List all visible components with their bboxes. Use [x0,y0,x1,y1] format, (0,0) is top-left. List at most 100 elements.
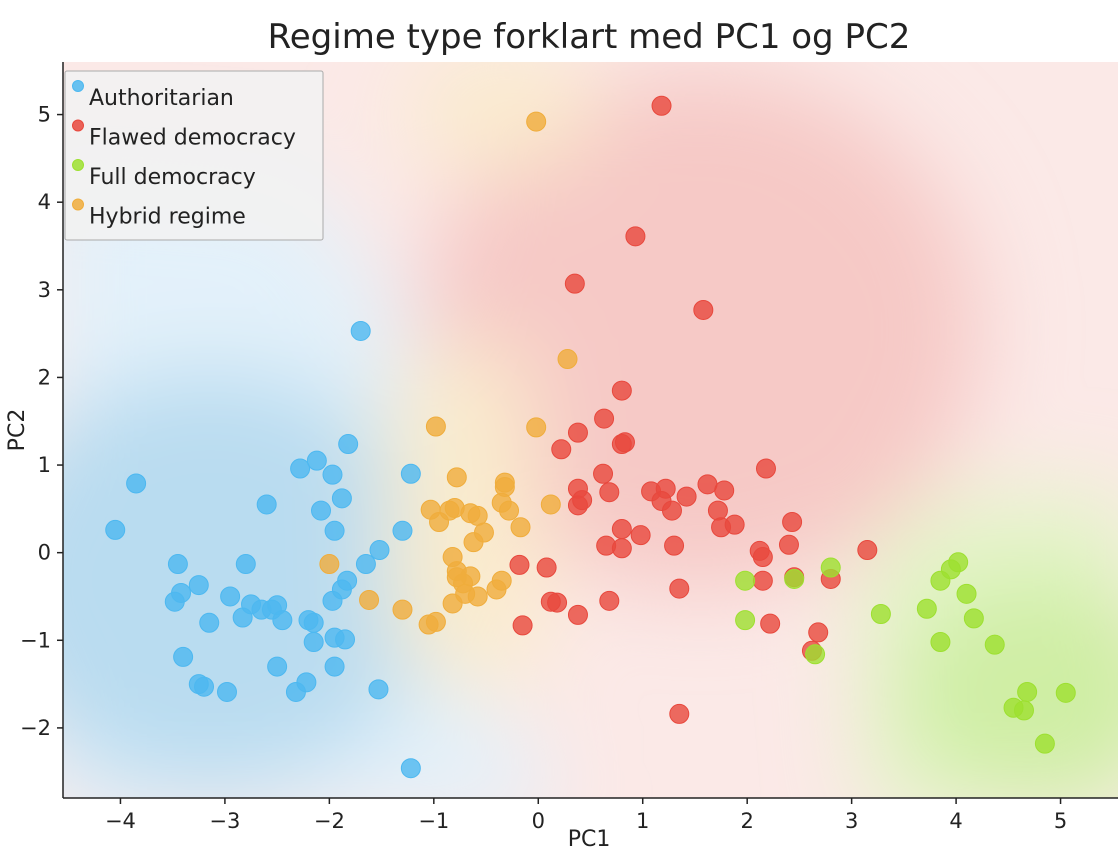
point-hybrid-regime [425,416,446,437]
x-tick-label: 1 [636,809,649,833]
point-flawed-democracy [614,432,635,453]
point-hybrid-regime [319,554,340,575]
point-full-democracy [735,570,756,591]
point-flawed-democracy [564,273,585,294]
legend-marker [72,119,84,132]
point-full-democracy [805,644,826,665]
point-flawed-democracy [697,474,718,495]
point-flawed-democracy [669,703,690,724]
point-hybrid-regime [526,111,547,132]
point-flawed-democracy [599,590,620,611]
point-hybrid-regime [557,349,578,370]
x-tick-label: 5 [1054,809,1067,833]
point-flawed-democracy [593,463,614,484]
point-hybrid-regime [526,417,547,438]
point-hybrid-regime [392,599,413,620]
point-flawed-democracy [676,486,697,507]
point-flawed-democracy [651,95,672,116]
point-authoritarian [296,672,317,693]
point-authoritarian [303,612,324,633]
point-hybrid-regime [425,611,446,632]
chart-title: Regime type forklart med PC1 og PC2 [268,17,911,57]
point-flawed-democracy [551,439,572,460]
point-authoritarian [303,632,324,653]
point-authoritarian [335,629,356,650]
point-full-democracy [735,610,756,631]
point-hybrid-regime [467,505,488,526]
point-full-democracy [820,557,841,578]
point-authoritarian [272,610,293,631]
point-flawed-democracy [611,519,632,540]
axes: −4 −3 −2 −1 0 1 2 3 4 5 −2 −1 0 1 2 3 4 5 [20,62,1118,833]
point-authoritarian [322,464,343,485]
x-tick-label: 3 [845,809,858,833]
x-tick-label: −3 [209,809,240,833]
point-full-democracy [956,583,977,604]
point-authoritarian [350,320,371,341]
point-authoritarian [311,500,332,521]
point-authoritarian [400,758,421,779]
point-flawed-democracy [714,480,735,501]
point-full-democracy [784,568,805,589]
legend-box [64,70,324,241]
region-full-democracy-core [900,580,1118,798]
point-authoritarian [306,450,327,471]
point-authoritarian [216,681,237,702]
y-tick-label: 4 [38,190,51,214]
point-flawed-democracy [611,538,632,559]
point-hybrid-regime [446,467,467,488]
point-flawed-democracy [611,380,632,401]
region-hybrid-regime-top [405,62,595,170]
point-flawed-democracy [782,512,803,532]
point-flawed-democracy [572,490,593,511]
point-authoritarian [400,463,421,484]
y-tick-label: −1 [20,628,51,652]
legend-marker [72,198,84,211]
point-authoritarian [290,458,311,479]
legend-label: Authoritarian [89,86,234,111]
x-tick-label: 0 [532,809,545,833]
y-tick-label: 5 [38,103,51,127]
point-authoritarian [392,520,413,541]
legend-label: Flawed democracy [89,126,296,151]
y-ticks: −2 −1 0 1 2 3 4 5 [20,103,63,740]
point-authoritarian [256,494,277,515]
point-authoritarian [267,656,288,677]
point-flawed-democracy [509,554,530,575]
x-tick-label: −1 [418,809,449,833]
point-hybrid-regime [540,494,561,515]
y-tick-label: 3 [38,278,51,302]
point-full-democracy [1017,681,1038,702]
data-points [105,95,1076,779]
legend-label: Full democracy [89,165,256,190]
point-flawed-democracy [752,547,773,568]
legend-label: Hybrid regime [89,205,246,230]
legend: Authoritarian Flawed democracy Full democr… [64,70,324,241]
point-authoritarian [324,656,345,677]
point-flawed-democracy [669,578,690,599]
point-flawed-democracy [857,540,878,561]
point-full-democracy [916,598,937,619]
point-authoritarian [368,679,389,700]
point-authoritarian [199,612,220,633]
y-tick-label: 2 [38,365,51,389]
point-hybrid-regime [491,570,512,591]
point-full-democracy [1034,733,1055,754]
point-flawed-democracy [599,482,620,503]
point-flawed-democracy [536,557,557,578]
point-flawed-democracy [625,226,646,247]
x-ticks: −4 −3 −2 −1 0 1 2 3 4 5 [105,798,1067,833]
point-authoritarian [126,473,147,494]
x-tick-label: 2 [740,809,753,833]
point-authoritarian [355,554,376,575]
point-hybrid-regime [359,589,380,610]
point-authoritarian [194,676,215,697]
point-authoritarian [105,519,126,540]
point-hybrid-regime [463,532,484,553]
point-flawed-democracy [661,500,682,521]
decision-regions [63,62,1118,798]
legend-marker [72,80,84,92]
y-axis-label: PC2 [5,409,30,452]
point-authoritarian [173,646,194,667]
